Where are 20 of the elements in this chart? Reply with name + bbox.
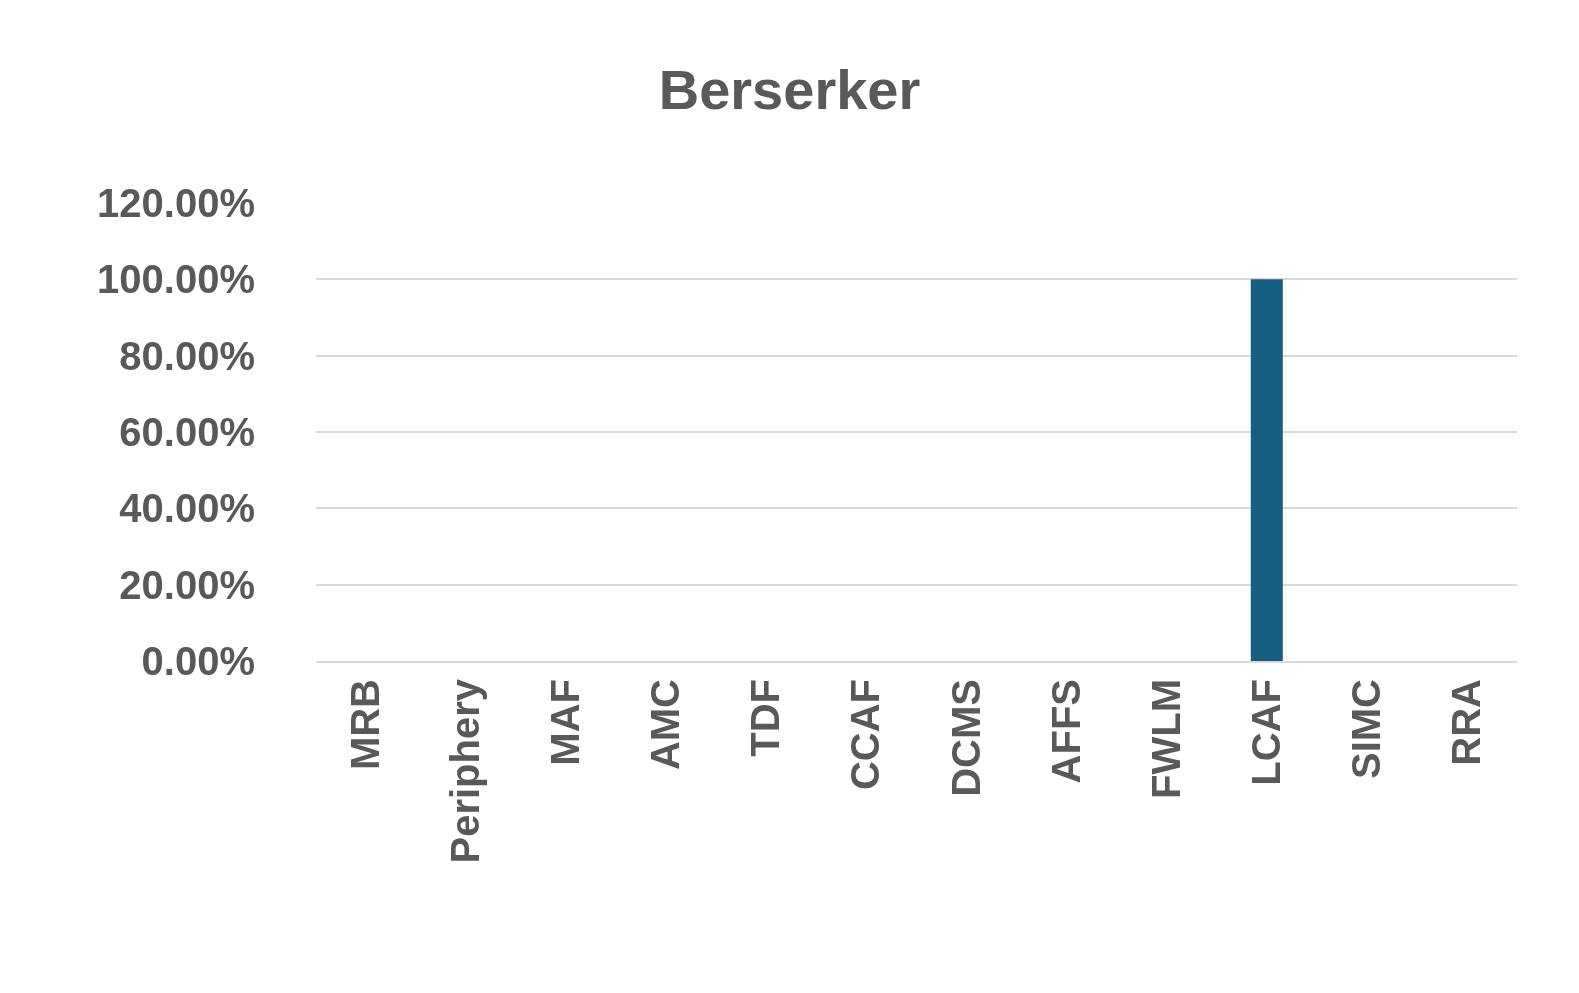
y-tick-label: 100.00% [97, 257, 255, 302]
y-tick-label: 0.00% [141, 639, 255, 683]
y-tick-label: 60.00% [119, 410, 255, 454]
x-tick-label: LCAF [1243, 679, 1288, 786]
x-tick-label: Periphery [443, 678, 488, 864]
y-tick-label: 40.00% [119, 486, 255, 531]
x-tick-label: SIMC [1343, 679, 1388, 779]
x-tick-label: AMC [643, 679, 688, 771]
x-tick-label: AFFS [1043, 679, 1088, 784]
y-tick-label: 80.00% [119, 333, 255, 378]
y-tick-label: 120.00% [97, 181, 255, 225]
x-tick-label: RRA [1443, 679, 1488, 766]
x-tick-label: MRB [343, 679, 388, 771]
x-tick-label: DCMS [943, 679, 988, 797]
y-tick-label: 20.00% [119, 562, 255, 607]
x-tick-label: MAF [543, 679, 588, 766]
x-tick-label: FWLM [1143, 679, 1188, 799]
x-tick-label: TDF [743, 679, 788, 757]
chart-title: Berserker [658, 57, 921, 121]
x-tick-label: CCAF [843, 679, 888, 791]
